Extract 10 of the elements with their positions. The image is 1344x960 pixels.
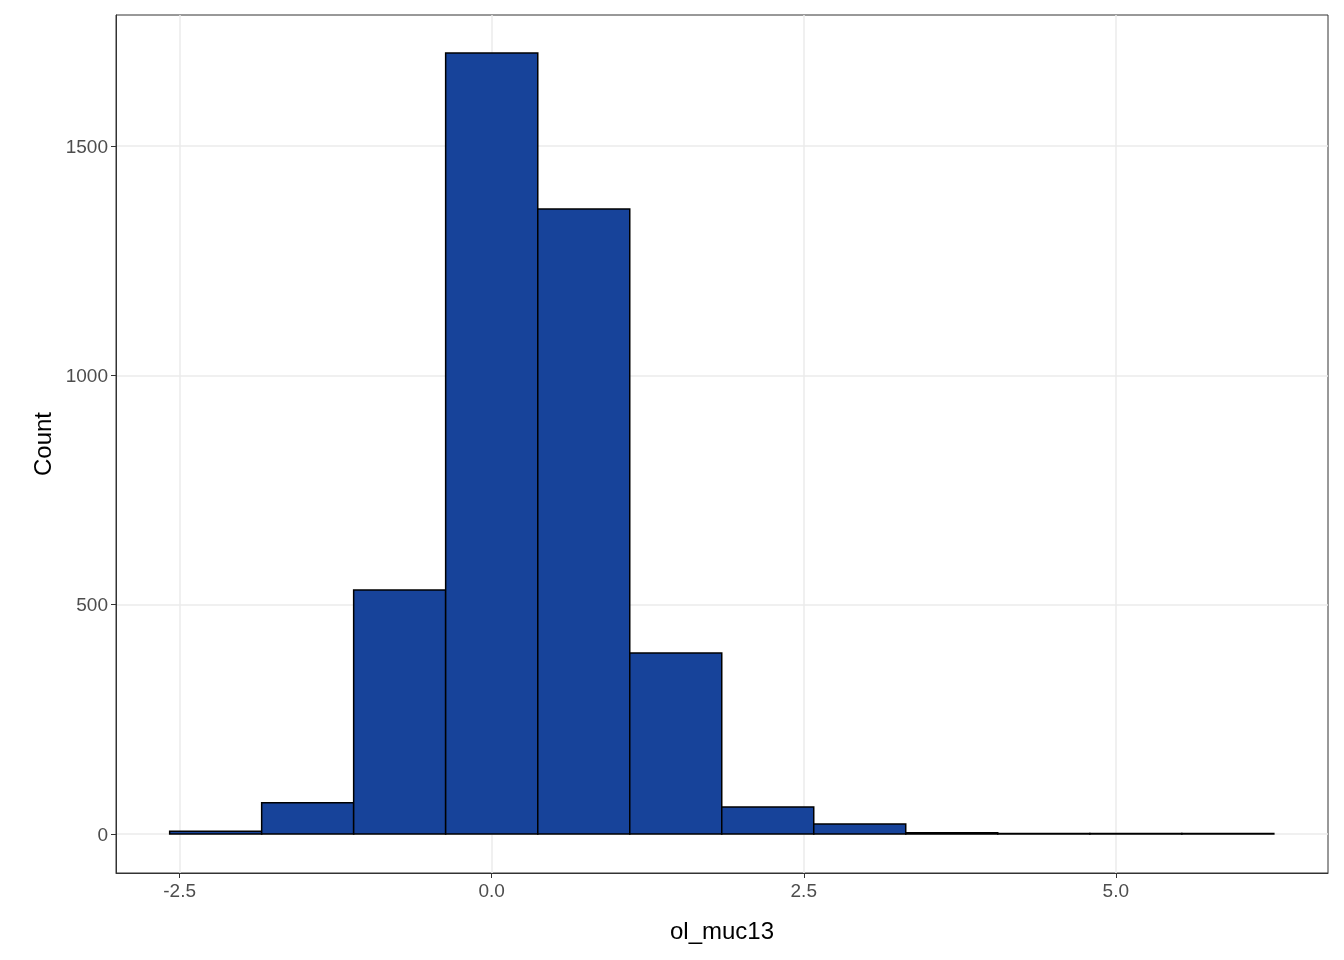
x-tick-label: 2.5 <box>790 880 817 901</box>
y-tick-label: 1500 <box>65 135 108 157</box>
y-tick-label: 500 <box>76 594 108 616</box>
x-tick-label: 0.0 <box>478 880 505 901</box>
y-tick-label: 1000 <box>65 364 108 386</box>
x-tick-label: 5.0 <box>1102 880 1130 901</box>
y-tick-label: 0 <box>97 823 108 845</box>
x-axis-title: ol_muc13 <box>669 916 775 944</box>
y-axis-title: Count <box>29 411 57 477</box>
x-tick-label: -2.5 <box>163 880 197 901</box>
